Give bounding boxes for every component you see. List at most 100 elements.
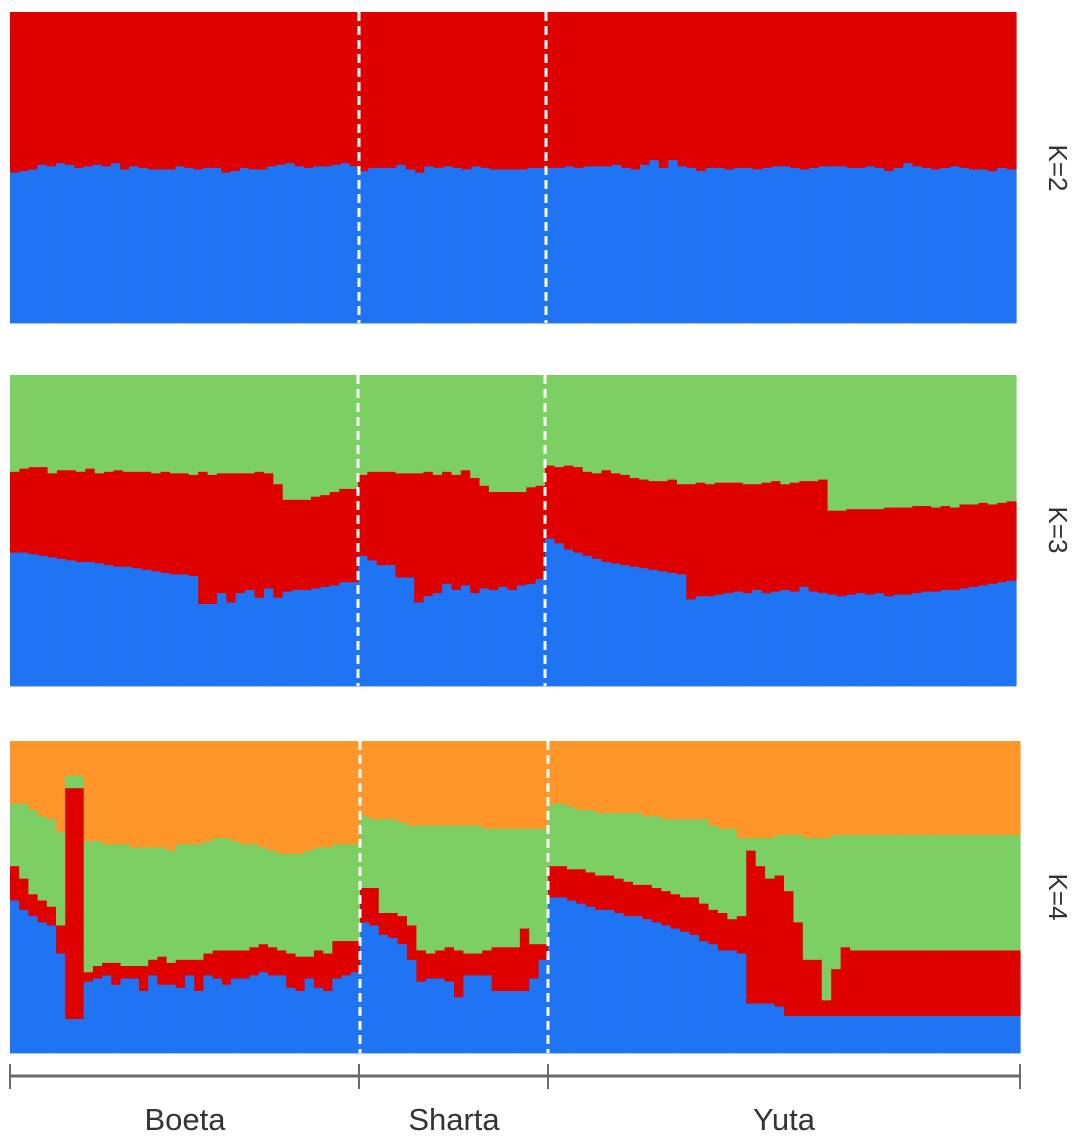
bar-segment-yuta-3-cluster-3: [566, 806, 577, 870]
bar-segment-sharta-19-cluster-2: [526, 486, 537, 584]
bar-segment-boeta-1-cluster-1: [10, 172, 20, 324]
bar-segment-boeta-4-cluster-2: [37, 900, 48, 923]
bar-segment-yuta-15-cluster-2: [676, 483, 687, 575]
bar-segment-boeta-17-cluster-2: [160, 471, 171, 573]
bar-segment-sharta-4-cluster-2: [386, 471, 396, 566]
bar-segment-yuta-12-cluster-1: [651, 921, 662, 1054]
bar-segment-sharta-12-cluster-2: [461, 12, 472, 170]
bar-segment-yuta-34-cluster-2: [855, 508, 866, 594]
bar-segment-yuta-35-cluster-4: [868, 741, 879, 835]
bar-segment-yuta-8-cluster-1: [611, 164, 622, 324]
bar-segment-yuta-5-cluster-2: [583, 12, 594, 167]
bar-segment-sharta-5-cluster-3: [397, 822, 408, 917]
bar-segment-yuta-14-cluster-1: [668, 159, 679, 324]
bar-segment-yuta-14-cluster-1: [667, 572, 678, 687]
bar-segment-sharta-11-cluster-1: [454, 996, 464, 1054]
bar-segment-boeta-32-cluster-1: [295, 990, 306, 1054]
bar-segment-yuta-44-cluster-1: [950, 589, 961, 687]
bar-segment-yuta-39-cluster-4: [906, 741, 917, 835]
bar-segment-boeta-5-cluster-2: [46, 12, 57, 167]
bar-segment-yuta-17-cluster-1: [695, 595, 706, 687]
bar-segment-yuta-8-cluster-2: [610, 472, 621, 564]
bar-segment-yuta-10-cluster-2: [629, 477, 640, 567]
bar-segment-yuta-13-cluster-2: [658, 12, 669, 168]
bar-segment-sharta-16-cluster-4: [501, 741, 511, 829]
panel-label-k4: K=4: [1043, 874, 1073, 921]
bar-segment-boeta-4-cluster-1: [37, 921, 48, 1054]
bar-segment-yuta-4-cluster-1: [573, 552, 584, 687]
bar-segment-boeta-2-cluster-2: [19, 878, 30, 910]
bar-segment-sharta-8-cluster-1: [425, 978, 436, 1054]
bar-segment-sharta-2-cluster-1: [369, 925, 380, 1054]
bar-segment-boeta-4-cluster-2: [37, 12, 48, 165]
bar-segment-boeta-10-cluster-3: [92, 840, 103, 967]
bar-segment-sharta-10-cluster-3: [444, 825, 455, 948]
bar-segment-yuta-25-cluster-2: [771, 480, 782, 592]
bar-segment-yuta-9-cluster-4: [623, 741, 634, 814]
bar-segment-yuta-35-cluster-1: [868, 1015, 879, 1054]
bar-segment-sharta-13-cluster-4: [472, 741, 483, 826]
bar-segment-yuta-22-cluster-2: [743, 12, 754, 168]
bar-segment-boeta-18-cluster-1: [169, 574, 180, 687]
bar-segment-boeta-26-cluster-4: [240, 741, 251, 845]
bar-segment-boeta-5-cluster-3: [47, 375, 58, 474]
bar-segment-boeta-12-cluster-4: [111, 741, 122, 845]
bar-segment-yuta-48-cluster-1: [991, 1015, 1002, 1054]
bar-segment-boeta-17-cluster-2: [156, 12, 167, 170]
bar-segment-sharta-6-cluster-3: [404, 375, 415, 474]
bar-segment-sharta-9-cluster-3: [432, 375, 443, 475]
bar-segment-sharta-4-cluster-3: [388, 819, 399, 913]
bar-segment-yuta-9-cluster-1: [620, 564, 631, 687]
bar-segment-yuta-7-cluster-4: [604, 741, 615, 814]
bar-segment-sharta-14-cluster-1: [479, 588, 490, 687]
bar-segment-yuta-4-cluster-1: [576, 903, 587, 1054]
bar-segment-boeta-4-cluster-1: [37, 164, 48, 324]
bar-segment-yuta-40-cluster-3: [912, 375, 923, 507]
bar-segment-boeta-14-cluster-2: [129, 12, 140, 167]
bar-segment-yuta-28-cluster-2: [799, 12, 810, 170]
bar-segment-sharta-8-cluster-1: [424, 165, 435, 324]
bar-segment-yuta-5-cluster-2: [585, 872, 596, 907]
bar-segment-yuta-38-cluster-2: [893, 507, 904, 595]
bar-segment-yuta-26-cluster-2: [780, 483, 791, 590]
bar-segment-yuta-47-cluster-2: [978, 12, 989, 170]
bar-segment-yuta-39-cluster-1: [902, 594, 913, 687]
bar-segment-sharta-19-cluster-1: [526, 583, 537, 687]
bar-segment-sharta-1-cluster-3: [360, 815, 370, 889]
bar-segment-sharta-1-cluster-2: [360, 887, 370, 923]
bar-segment-yuta-16-cluster-1: [687, 167, 697, 324]
bar-segment-boeta-27-cluster-2: [254, 471, 265, 598]
bar-segment-boeta-23-cluster-1: [212, 167, 222, 324]
bar-segment-sharta-12-cluster-4: [463, 741, 474, 826]
bar-segment-yuta-44-cluster-3: [950, 375, 961, 508]
bar-segment-boeta-11-cluster-1: [102, 975, 112, 1054]
bar-segment-yuta-25-cluster-4: [774, 741, 785, 835]
bar-segment-boeta-22-cluster-2: [207, 474, 218, 604]
bar-segment-boeta-2-cluster-3: [19, 803, 30, 879]
bar-segment-boeta-14-cluster-3: [129, 847, 140, 967]
bar-segment-sharta-11-cluster-2: [454, 950, 464, 998]
bar-segment-yuta-35-cluster-1: [865, 594, 876, 687]
bar-segment-yuta-2-cluster-3: [557, 803, 568, 867]
bar-segment-sharta-14-cluster-2: [480, 12, 491, 168]
bar-segment-boeta-26-cluster-3: [245, 375, 256, 474]
bar-segment-yuta-41-cluster-3: [925, 834, 936, 951]
bar-segment-yuta-29-cluster-1: [812, 1015, 823, 1054]
bar-segment-yuta-48-cluster-2: [991, 950, 1002, 1016]
bar-segment-boeta-28-cluster-1: [257, 169, 268, 324]
bar-segment-yuta-15-cluster-1: [677, 165, 688, 324]
bar-segment-sharta-16-cluster-2: [499, 12, 510, 170]
bar-segment-yuta-3-cluster-2: [564, 12, 575, 167]
bar-segment-boeta-4-cluster-3: [37, 815, 48, 901]
bar-segment-yuta-18-cluster-2: [708, 909, 719, 945]
bar-segment-yuta-44-cluster-2: [950, 12, 961, 167]
bar-segment-boeta-4-cluster-4: [37, 741, 48, 817]
bar-segment-boeta-19-cluster-2: [175, 12, 186, 167]
bar-segment-yuta-14-cluster-2: [670, 893, 681, 929]
bar-segment-boeta-11-cluster-3: [104, 375, 115, 472]
bar-segment-yuta-11-cluster-1: [642, 918, 653, 1054]
bar-segment-yuta-18-cluster-2: [705, 483, 716, 597]
bar-segment-yuta-28-cluster-2: [799, 480, 810, 587]
bar-segment-boeta-3-cluster-2: [28, 12, 39, 170]
bar-segment-sharta-2-cluster-1: [368, 167, 379, 324]
